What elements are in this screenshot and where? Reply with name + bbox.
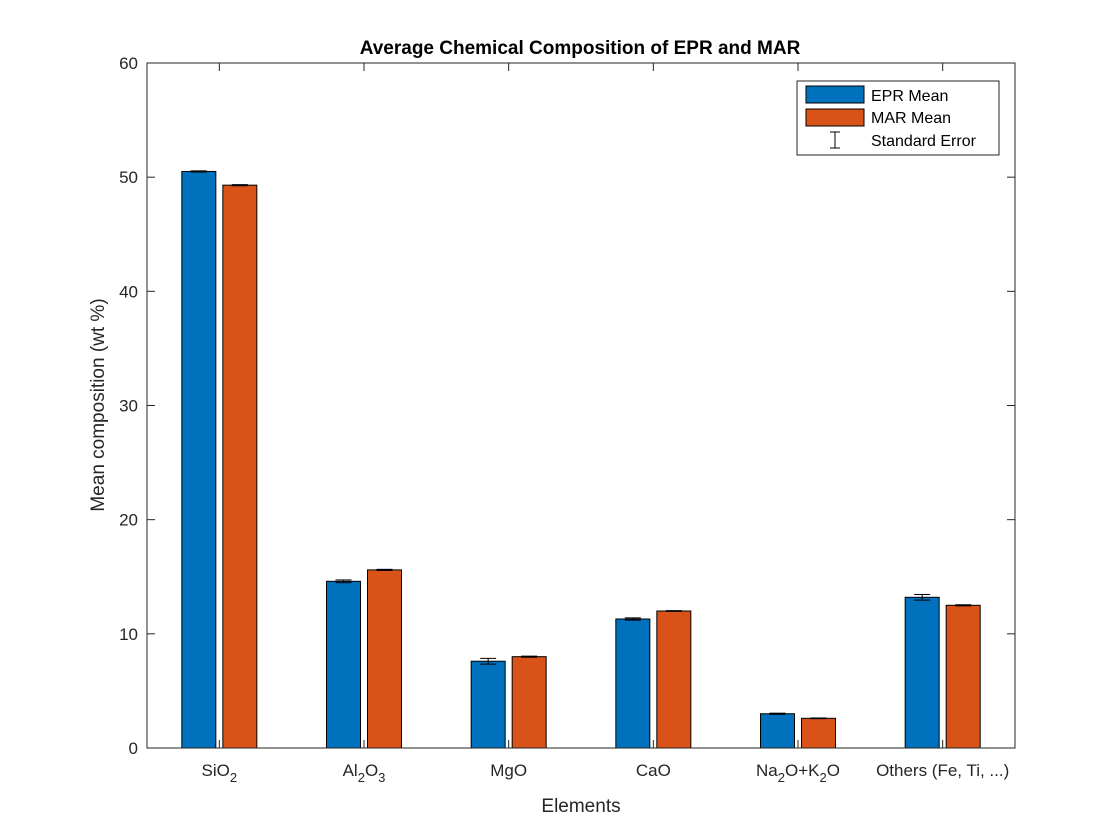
error-bar-mar-1 bbox=[376, 568, 393, 571]
error-bar-mar-0 bbox=[231, 184, 248, 187]
legend: EPR Mean MAR Mean Standard Error bbox=[796, 80, 1000, 156]
bar-mar-0 bbox=[222, 184, 258, 749]
y-tick-label: 60 bbox=[119, 54, 138, 73]
y-tick-label: 30 bbox=[119, 397, 138, 416]
bar-epr-0 bbox=[181, 170, 217, 749]
y-tick-label: 50 bbox=[119, 168, 138, 187]
x-axis-title: Elements bbox=[541, 796, 620, 817]
legend-errorbar-icon bbox=[830, 131, 840, 149]
y-tick-label: 40 bbox=[119, 282, 138, 301]
bar-mar-5 bbox=[945, 604, 981, 749]
error-bar-mar-5 bbox=[955, 604, 972, 607]
y-tick-label: 20 bbox=[119, 511, 138, 530]
x-tick-label: Na2O+K2O bbox=[756, 761, 840, 785]
error-bar-epr-1 bbox=[335, 579, 352, 584]
bar-mar-4 bbox=[801, 717, 836, 749]
legend-swatch-epr bbox=[805, 85, 865, 104]
bar-epr-3 bbox=[615, 618, 651, 749]
bar-epr-4 bbox=[760, 713, 795, 749]
ticks-layer: 0 10 20 30 40 50 60 SiO2 Al2O3 MgO CaO Na2O+K2O Othe… bbox=[119, 54, 1015, 785]
error-bar-epr-0 bbox=[190, 170, 207, 173]
error-bar-epr-5 bbox=[914, 593, 931, 601]
x-tick-label: Al2O3 bbox=[343, 761, 386, 785]
legend-swatch-mar bbox=[805, 108, 865, 127]
error-bar-mar-2 bbox=[521, 655, 538, 658]
plot-area bbox=[147, 63, 1015, 748]
y-tick-label: 0 bbox=[129, 739, 138, 758]
error-bar-epr-3 bbox=[624, 617, 641, 621]
x-tick-label: Others (Fe, Ti, ...) bbox=[876, 761, 1009, 780]
bar-epr-1 bbox=[326, 580, 361, 749]
x-tick-label: MgO bbox=[490, 761, 527, 780]
legend-label-standard-error: Standard Error bbox=[871, 133, 977, 150]
legend-label-mar: MAR Mean bbox=[871, 110, 951, 127]
bar-mar-3 bbox=[656, 610, 692, 749]
x-tick-label: SiO2 bbox=[202, 761, 238, 785]
chart-title: Average Chemical Composition of EPR and … bbox=[360, 38, 801, 59]
bar-mar-2 bbox=[511, 656, 547, 749]
y-tick-label: 10 bbox=[119, 625, 138, 644]
bar-epr-2 bbox=[470, 660, 506, 749]
error-bar-mar-3 bbox=[665, 610, 682, 612]
bar-mar-1 bbox=[367, 569, 402, 749]
legend-label-epr: EPR Mean bbox=[871, 88, 948, 105]
error-bars-layer bbox=[190, 170, 972, 720]
plot-frame bbox=[146, 62, 1016, 749]
x-tick-label: CaO bbox=[636, 761, 671, 780]
bars-layer bbox=[181, 170, 981, 749]
error-bar-epr-2 bbox=[480, 657, 497, 665]
bar-epr-5 bbox=[904, 596, 940, 749]
error-bar-mar-4 bbox=[810, 717, 827, 720]
error-bar-epr-4 bbox=[769, 712, 786, 715]
y-axis-title: Mean composition (wt %) bbox=[88, 298, 109, 511]
